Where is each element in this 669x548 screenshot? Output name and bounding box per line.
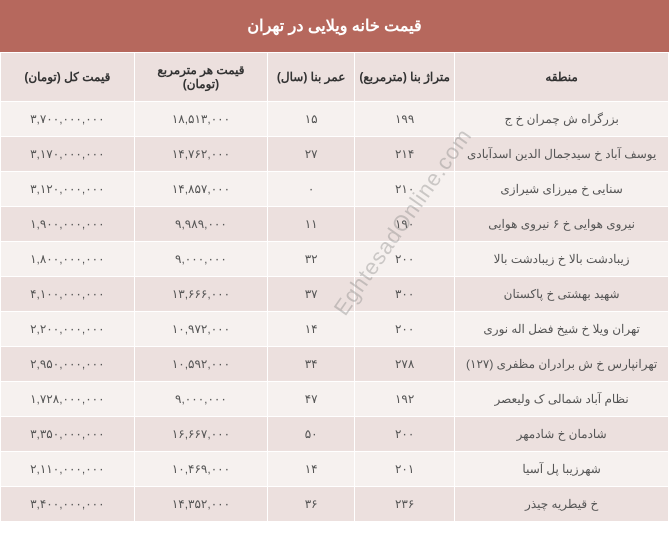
cell-region: شهرزیبا پل آسیا: [455, 452, 669, 487]
cell-ppsm: ۱۰,۴۶۹,۰۰۰: [134, 452, 268, 487]
col-region: منطقه: [455, 53, 669, 102]
cell-age: ۱۵: [268, 102, 355, 137]
table-row: بزرگراه ش چمران خ ج۱۹۹۱۵۱۸,۵۱۳,۰۰۰۳,۷۰۰,…: [1, 102, 669, 137]
cell-ppsm: ۱۶,۶۶۷,۰۰۰: [134, 417, 268, 452]
table-row: شهرزیبا پل آسیا۲۰۱۱۴۱۰,۴۶۹,۰۰۰۲,۱۱۰,۰۰۰,…: [1, 452, 669, 487]
cell-age: ۲۷: [268, 137, 355, 172]
price-table-container: قیمت خانه ویلایی در تهران منطقه متراژ بن…: [0, 0, 669, 522]
col-price-per-sqm: قیمت هر مترمربع (تومان): [134, 53, 268, 102]
cell-area: ۱۹۲: [355, 382, 455, 417]
cell-ppsm: ۱۸,۵۱۳,۰۰۰: [134, 102, 268, 137]
cell-ppsm: ۱۴,۸۵۷,۰۰۰: [134, 172, 268, 207]
table-row: نظام آباد شمالی ک ولیعصر۱۹۲۴۷۹,۰۰۰,۰۰۰۱,…: [1, 382, 669, 417]
cell-age: ۱۴: [268, 452, 355, 487]
cell-area: ۳۰۰: [355, 277, 455, 312]
cell-region: یوسف آباد خ سیدجمال الدین اسدآبادی: [455, 137, 669, 172]
cell-region: شهید بهشتی خ پاکستان: [455, 277, 669, 312]
cell-area: ۱۹۹: [355, 102, 455, 137]
col-total-price: قیمت کل (تومان): [1, 53, 135, 102]
cell-age: ۱۱: [268, 207, 355, 242]
cell-ppsm: ۱۰,۵۹۲,۰۰۰: [134, 347, 268, 382]
table-body: بزرگراه ش چمران خ ج۱۹۹۱۵۱۸,۵۱۳,۰۰۰۳,۷۰۰,…: [1, 102, 669, 522]
cell-ppsm: ۱۴,۳۵۲,۰۰۰: [134, 487, 268, 522]
cell-region: سنایی خ میرزای شیرازی: [455, 172, 669, 207]
cell-area: ۱۹۰: [355, 207, 455, 242]
cell-region: بزرگراه ش چمران خ ج: [455, 102, 669, 137]
table-row: زیبادشت بالا خ زیبادشت بالا۲۰۰۳۲۹,۰۰۰,۰۰…: [1, 242, 669, 277]
cell-area: ۲۳۶: [355, 487, 455, 522]
cell-age: ۳۴: [268, 347, 355, 382]
cell-total: ۲,۹۵۰,۰۰۰,۰۰۰: [1, 347, 135, 382]
cell-total: ۳,۳۵۰,۰۰۰,۰۰۰: [1, 417, 135, 452]
cell-total: ۲,۱۱۰,۰۰۰,۰۰۰: [1, 452, 135, 487]
cell-region: تهران ویلا خ شیخ فضل اله نوری: [455, 312, 669, 347]
cell-region: شادمان خ شادمهر: [455, 417, 669, 452]
cell-region: خ قیطریه چیذر: [455, 487, 669, 522]
table-header: منطقه متراژ بنا (مترمربع) عمر بنا (سال) …: [1, 53, 669, 102]
cell-area: ۲۷۸: [355, 347, 455, 382]
table-row: خ قیطریه چیذر۲۳۶۳۶۱۴,۳۵۲,۰۰۰۳,۴۰۰,۰۰۰,۰۰…: [1, 487, 669, 522]
cell-ppsm: ۱۳,۶۶۶,۰۰۰: [134, 277, 268, 312]
cell-total: ۳,۷۰۰,۰۰۰,۰۰۰: [1, 102, 135, 137]
cell-region: تهرانپارس خ ش برادران مظفری (۱۲۷): [455, 347, 669, 382]
cell-area: ۲۰۰: [355, 242, 455, 277]
cell-ppsm: ۱۰,۹۷۲,۰۰۰: [134, 312, 268, 347]
table-row: تهران ویلا خ شیخ فضل اله نوری۲۰۰۱۴۱۰,۹۷۲…: [1, 312, 669, 347]
cell-age: ۵۰: [268, 417, 355, 452]
cell-area: ۲۱۴: [355, 137, 455, 172]
cell-total: ۴,۱۰۰,۰۰۰,۰۰۰: [1, 277, 135, 312]
cell-ppsm: ۹,۰۰۰,۰۰۰: [134, 382, 268, 417]
cell-total: ۱,۷۲۸,۰۰۰,۰۰۰: [1, 382, 135, 417]
cell-region: نظام آباد شمالی ک ولیعصر: [455, 382, 669, 417]
table-row: یوسف آباد خ سیدجمال الدین اسدآبادی۲۱۴۲۷۱…: [1, 137, 669, 172]
cell-area: ۲۰۰: [355, 312, 455, 347]
cell-age: ۳۶: [268, 487, 355, 522]
cell-ppsm: ۱۴,۷۶۲,۰۰۰: [134, 137, 268, 172]
cell-total: ۱,۹۰۰,۰۰۰,۰۰۰: [1, 207, 135, 242]
cell-age: ۳۷: [268, 277, 355, 312]
cell-ppsm: ۹,۰۰۰,۰۰۰: [134, 242, 268, 277]
cell-age: ۴۷: [268, 382, 355, 417]
cell-region: نیروی هوایی خ ۶ نیروی هوایی: [455, 207, 669, 242]
col-age: عمر بنا (سال): [268, 53, 355, 102]
cell-total: ۱,۸۰۰,۰۰۰,۰۰۰: [1, 242, 135, 277]
cell-total: ۳,۴۰۰,۰۰۰,۰۰۰: [1, 487, 135, 522]
cell-area: ۲۰۱: [355, 452, 455, 487]
cell-total: ۳,۱۲۰,۰۰۰,۰۰۰: [1, 172, 135, 207]
cell-total: ۲,۲۰۰,۰۰۰,۰۰۰: [1, 312, 135, 347]
cell-age: ۳۲: [268, 242, 355, 277]
table-row: تهرانپارس خ ش برادران مظفری (۱۲۷)۲۷۸۳۴۱۰…: [1, 347, 669, 382]
cell-age: ۰: [268, 172, 355, 207]
cell-area: ۲۱۰: [355, 172, 455, 207]
cell-ppsm: ۹,۹۸۹,۰۰۰: [134, 207, 268, 242]
col-area: متراژ بنا (مترمربع): [355, 53, 455, 102]
cell-age: ۱۴: [268, 312, 355, 347]
table-row: شادمان خ شادمهر۲۰۰۵۰۱۶,۶۶۷,۰۰۰۳,۳۵۰,۰۰۰,…: [1, 417, 669, 452]
cell-region: زیبادشت بالا خ زیبادشت بالا: [455, 242, 669, 277]
cell-total: ۳,۱۷۰,۰۰۰,۰۰۰: [1, 137, 135, 172]
cell-area: ۲۰۰: [355, 417, 455, 452]
table-row: نیروی هوایی خ ۶ نیروی هوایی۱۹۰۱۱۹,۹۸۹,۰۰…: [1, 207, 669, 242]
table-row: سنایی خ میرزای شیرازی۲۱۰۰۱۴,۸۵۷,۰۰۰۳,۱۲۰…: [1, 172, 669, 207]
price-table: منطقه متراژ بنا (مترمربع) عمر بنا (سال) …: [0, 52, 669, 522]
page-title: قیمت خانه ویلایی در تهران: [0, 0, 669, 52]
table-row: شهید بهشتی خ پاکستان۳۰۰۳۷۱۳,۶۶۶,۰۰۰۴,۱۰۰…: [1, 277, 669, 312]
